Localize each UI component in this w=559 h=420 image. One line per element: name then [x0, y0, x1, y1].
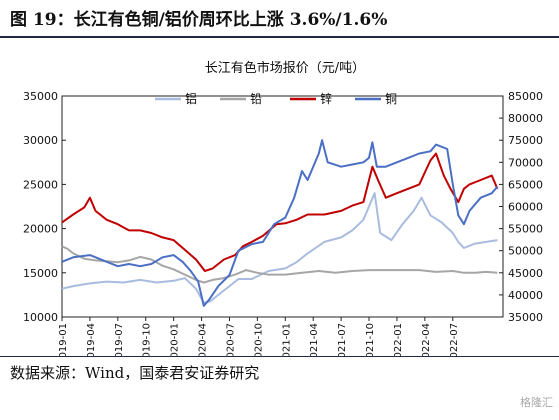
x-tick-label: 2022-04	[421, 323, 432, 356]
x-tick-label: 2021-10	[365, 323, 376, 356]
x-tick-label: 2021-01	[281, 323, 292, 356]
legend-label-1: 铝	[185, 91, 197, 106]
y-left-tick-label: 30000	[23, 134, 58, 147]
y-right-tick-label: 60000	[508, 201, 543, 214]
y-right-tick-label: 40000	[508, 289, 543, 302]
x-tick-label: 2020-10	[253, 323, 264, 356]
x-tick-label: 2021-04	[309, 323, 320, 356]
y-left-tick-label: 10000	[23, 311, 58, 324]
y-left-tick-label: 15000	[23, 267, 58, 280]
watermark: 格隆汇	[520, 396, 553, 409]
series-line-2	[61, 245, 498, 284]
y-right-tick-label: 50000	[508, 245, 543, 258]
legend-label-2: 铅	[250, 92, 262, 106]
y-right-tick-label: 35000	[508, 311, 543, 324]
x-tick-label: 2019-07	[114, 323, 125, 356]
series-line-1	[61, 192, 498, 304]
chart-legend: 铝铅锌铜	[155, 91, 397, 106]
x-tick-label: 2022-07	[449, 323, 460, 356]
y-left-tick-label: 35000	[23, 90, 58, 103]
source-divider	[0, 356, 559, 357]
x-tick-label: 2020-07	[225, 323, 236, 356]
y-right-tick-label: 80000	[508, 112, 543, 125]
x-tick-label: 2019-01	[58, 323, 69, 356]
y-right-tick-label: 70000	[508, 156, 543, 169]
y-left-tick-label: 20000	[23, 223, 58, 236]
series-line-4	[61, 139, 499, 307]
y-right-tick-label: 65000	[508, 178, 543, 191]
plot-frame	[61, 95, 504, 318]
figure-title: 图 19：长江有色铜/铝价周环比上涨 3.6%/1.6%	[10, 10, 388, 30]
y-right-tick-label: 55000	[508, 223, 543, 236]
legend-label-3: 锌	[320, 92, 332, 106]
x-tick-label: 2021-07	[337, 323, 348, 356]
x-tick-label: 2020-01	[170, 323, 181, 356]
y-right-tick-label: 75000	[508, 134, 543, 147]
x-tick-label: 2019-04	[86, 323, 97, 356]
chart-series	[61, 139, 499, 307]
price-line-chart: 长江有色市场报价（元/吨） 铝 铅 锌 铜 10000 15000 20000 25000 3…	[23, 60, 543, 356]
source-note: 数据来源：Wind，国泰君安证券研究	[10, 364, 260, 382]
chart-axes: 10000 15000 20000 25000 30000 35000 35000 40000…	[23, 90, 543, 356]
chart-title: 长江有色市场报价（元/吨）	[205, 60, 365, 76]
y-left-tick-label: 25000	[23, 178, 58, 191]
x-tick-label: 2020-04	[198, 323, 209, 356]
y-right-tick-label: 45000	[508, 267, 543, 280]
series-line-3	[61, 152, 499, 272]
x-tick-label: 2019-10	[142, 323, 153, 356]
title-divider	[0, 36, 559, 38]
x-tick-label: 2022-01	[393, 323, 404, 356]
y-right-tick-label: 85000	[508, 90, 543, 103]
legend-label-4: 铜	[385, 91, 397, 106]
